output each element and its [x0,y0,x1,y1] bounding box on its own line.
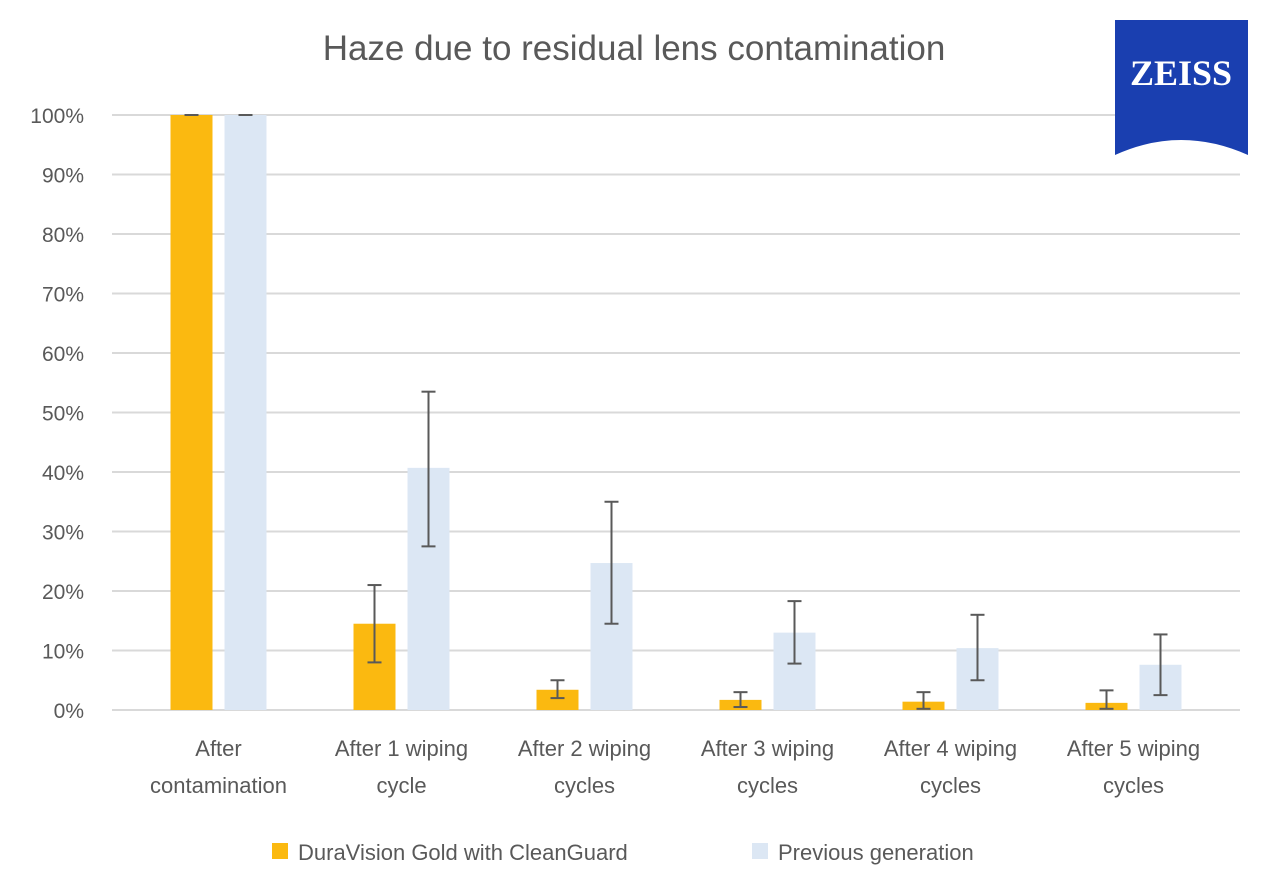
x-tick-label: After 2 wiping [518,736,651,761]
y-tick-label: 60% [42,343,84,366]
y-tick-label: 70% [42,284,84,307]
bar [170,115,213,710]
x-tick-label: cycles [1103,773,1164,798]
bar [224,115,267,710]
x-tick-label: After 4 wiping [884,736,1017,761]
y-tick-label: 40% [42,462,84,485]
y-tick-label: 80% [42,224,84,247]
y-tick-label: 50% [42,403,84,426]
x-tick-label: cycles [554,773,615,798]
x-tick-label: After [195,736,241,761]
legend-swatch [272,843,288,859]
logo-background [1115,20,1248,155]
y-tick-label: 0% [54,700,84,723]
x-tick-label: After 3 wiping [701,736,834,761]
y-tick-label: 10% [42,641,84,664]
y-tick-label: 30% [42,522,84,545]
x-tick-label: cycle [376,773,426,798]
legend-label: DuraVision Gold with CleanGuard [298,840,628,865]
x-tick-label: contamination [150,773,287,798]
legend-label: Previous generation [778,840,974,865]
logo-text: ZEISS [1130,53,1232,93]
x-tick-label: cycles [737,773,798,798]
x-tick-label: After 5 wiping [1067,736,1200,761]
bar [536,689,579,710]
y-tick-label: 100% [30,105,84,128]
x-tick-label: cycles [920,773,981,798]
zeiss-logo: ZEISS [1115,20,1248,155]
y-tick-label: 20% [42,581,84,604]
chart-title: Haze due to residual lens contamination [323,29,946,68]
y-tick-label: 90% [42,165,84,188]
legend-swatch [752,843,768,859]
x-tick-label: After 1 wiping [335,736,468,761]
